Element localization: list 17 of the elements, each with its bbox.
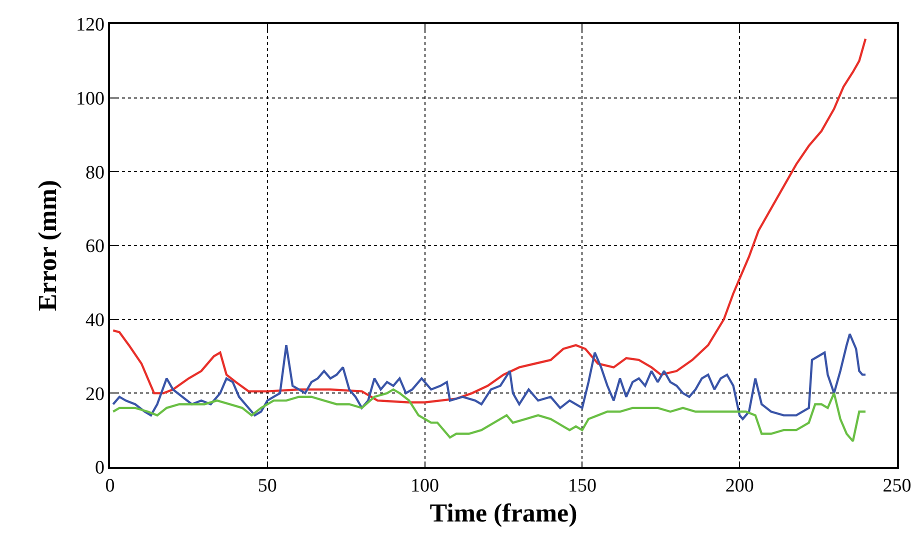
y-tick-label: 0 (94, 458, 104, 479)
line-series (112, 38, 867, 404)
y-tick-label: 100 (76, 88, 104, 110)
x-tick-label: 100 (410, 476, 440, 497)
y-tick-label: 80 (85, 162, 104, 184)
y-tick-label: 20 (85, 384, 104, 405)
y-tick-label: 40 (85, 310, 104, 331)
x-tick-label: 150 (568, 476, 596, 497)
y-tick-label: 120 (76, 14, 104, 36)
y-tick-label: 60 (85, 236, 104, 258)
x-tick-label: 250 (882, 476, 912, 497)
line-series (112, 388, 867, 442)
y-axis-title: Error (mm) (32, 180, 62, 312)
line-series (112, 333, 867, 420)
x-tick-label: 50 (258, 476, 277, 497)
x-tick-label: 200 (725, 476, 754, 497)
x-axis-title: Time (frame) (430, 498, 578, 528)
